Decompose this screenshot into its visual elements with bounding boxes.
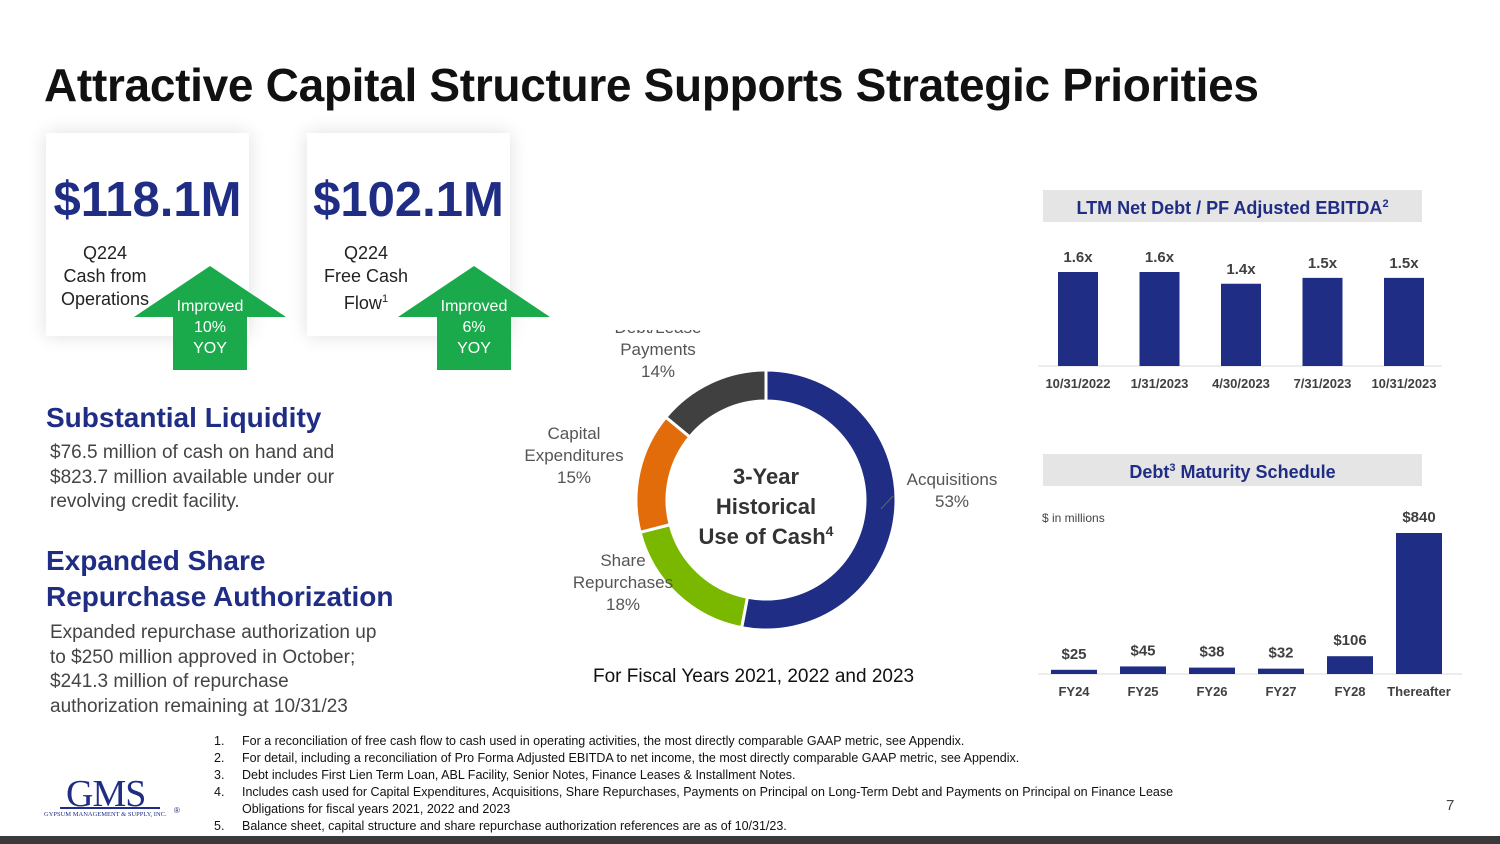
footnote-2: 2. For detail, including a reconciliation… xyxy=(214,751,1020,765)
footnotes: 1. For a reconciliation of free cash flow… xyxy=(214,733,1314,833)
net-debt-bar xyxy=(1302,277,1343,366)
up-arrow-icon xyxy=(398,266,550,370)
net-debt-bar-chart: 1.6x 10/31/2022 1.6x 1/31/2023 1.4x 4/30/2023… xyxy=(1038,249,1442,391)
net-debt-bar xyxy=(1139,272,1180,366)
donut-center-title-line3: Use of Cash4 xyxy=(699,523,834,549)
maturity-category-label: FY27 xyxy=(1265,684,1296,699)
donut-label-capital-expenditures: Capital Expenditures 15% xyxy=(524,424,623,487)
maturity-value-label: $38 xyxy=(1199,644,1224,661)
footnote-3: 3. Debt includes First Lien Term Loan, AB… xyxy=(214,768,796,782)
donut-label-debt-lease-payments: Debt/LeasePayments14% xyxy=(615,330,702,381)
net-debt-bar xyxy=(1221,283,1261,366)
net-debt-bar xyxy=(1058,272,1098,366)
maturity-category-label: FY28 xyxy=(1334,684,1365,699)
maturity-chart-title: Debt3 Maturity Schedule xyxy=(1043,454,1422,486)
free-cash-flow-value: $102.1M xyxy=(313,173,504,227)
net-debt-category-label: 10/31/2023 xyxy=(1371,376,1436,391)
net-debt-bar xyxy=(1384,277,1424,366)
maturity-value-label: $25 xyxy=(1061,646,1086,663)
maturity-value-label: $32 xyxy=(1268,645,1293,662)
gms-logo-underline xyxy=(60,807,160,809)
page-number: 7 xyxy=(1446,797,1455,814)
net-debt-category-label: 10/31/2022 xyxy=(1045,376,1110,391)
registered-mark: ® xyxy=(174,806,180,815)
net-debt-category-label: 7/31/2023 xyxy=(1294,376,1352,391)
donut-label-share-repurchases: Share Repurchases 18% xyxy=(573,551,673,614)
net-debt-value-label: 1.4x xyxy=(1226,261,1256,278)
net-debt-chart-title: LTM Net Debt / PF Adjusted EBITDA2 xyxy=(1043,190,1422,222)
donut-label-acquisitions: Acquisitions 53% xyxy=(907,470,998,511)
footnote-5: 5. Balance sheet, capital structure and s… xyxy=(214,819,787,833)
maturity-category-label: FY24 xyxy=(1058,684,1090,699)
donut-center-title-line1: 3-Year xyxy=(733,464,799,489)
acquisitions-leader-line xyxy=(880,495,894,510)
free-cash-flow-caption: Q224 Free Cash Flow1 xyxy=(323,243,409,313)
improvement-badge: Improved 6% YOY xyxy=(440,298,508,357)
donut-caption: For Fiscal Years 2021, 2022 and 2023 xyxy=(593,666,915,687)
liquidity-text: $76.5 million of cash on hand and $823.7… xyxy=(50,442,335,512)
maturity-bar xyxy=(1396,533,1442,674)
repurchase-heading: Expanded Share Repurchase Authorization xyxy=(46,545,394,612)
unit-note: $ in millions xyxy=(1042,511,1105,525)
footnote-4: 4. Includes cash used for Capital Expendi… xyxy=(214,785,1174,816)
gms-logo-mark: GMS xyxy=(66,773,146,815)
donut-slice-acquisitions xyxy=(739,368,898,632)
footer-bar xyxy=(0,836,1500,844)
maturity-bar xyxy=(1120,666,1166,674)
net-debt-value-label: 1.5x xyxy=(1308,255,1338,272)
repurchase-text: Expanded repurchase authorization up to … xyxy=(50,622,377,717)
maturity-category-label: FY26 xyxy=(1196,684,1227,699)
liquidity-heading: Substantial Liquidity xyxy=(46,402,322,433)
footnote-1: 1. For a reconciliation of free cash flow… xyxy=(214,734,965,748)
maturity-value-label: $106 xyxy=(1333,632,1366,649)
net-debt-value-label: 1.6x xyxy=(1063,249,1093,266)
maturity-bar xyxy=(1258,668,1304,674)
maturity-category-label: Thereafter xyxy=(1387,684,1451,699)
maturity-value-label: $45 xyxy=(1130,642,1155,659)
donut-center-title-line2: Historical xyxy=(716,494,816,519)
cash-from-operations-caption: Q224 Cash from Operations xyxy=(60,243,150,309)
gms-logo: GMS GYPSUM MANAGEMENT & SUPPLY, INC. ® xyxy=(44,772,184,822)
maturity-category-label: FY25 xyxy=(1127,684,1158,699)
maturity-value-label: $840 xyxy=(1402,509,1435,526)
net-debt-value-label: 1.6x xyxy=(1145,249,1175,266)
net-debt-value-label: 1.5x xyxy=(1389,255,1419,272)
up-arrow-icon xyxy=(134,266,286,370)
donut-slice-debt-lease-payments xyxy=(663,368,768,440)
net-debt-category-label: 1/31/2023 xyxy=(1131,376,1189,391)
cash-from-operations-value: $118.1M xyxy=(53,173,242,227)
use-of-cash-donut-chart: Acquisitions 53% Share Repurchases 18% Capita… xyxy=(524,330,998,632)
net-debt-category-label: 4/30/2023 xyxy=(1212,376,1270,391)
debt-maturity-bar-chart: $25 FY24 $45 FY25 $38 FY26 $32 FY27 $106 FY28 $840… xyxy=(1038,509,1462,699)
page-title: Attractive Capital Structure Supports St… xyxy=(44,59,1259,111)
improvement-badge: Improved 10% YOY xyxy=(176,298,244,357)
maturity-bar xyxy=(1327,656,1373,674)
donut-slice-capital-expenditures xyxy=(634,415,692,535)
maturity-bar xyxy=(1189,667,1235,674)
gms-logo-tagline: GYPSUM MANAGEMENT & SUPPLY, INC. xyxy=(44,811,167,818)
maturity-bar xyxy=(1051,669,1097,674)
